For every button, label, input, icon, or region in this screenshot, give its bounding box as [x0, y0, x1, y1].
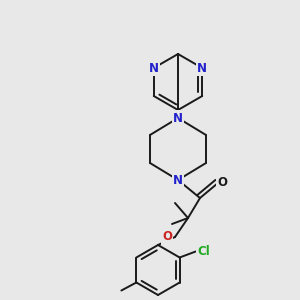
Text: Cl: Cl [197, 245, 210, 258]
Text: N: N [149, 61, 159, 74]
Text: N: N [173, 173, 183, 187]
Text: O: O [217, 176, 227, 190]
Text: N: N [173, 112, 183, 124]
Text: N: N [197, 61, 207, 74]
Text: O: O [162, 230, 172, 244]
